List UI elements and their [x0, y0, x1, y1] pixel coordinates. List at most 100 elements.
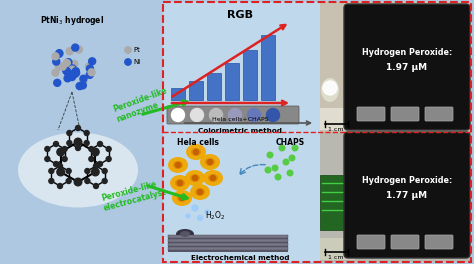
Bar — [168, 247, 288, 250]
Text: Peroxide-like
nanozyme: Peroxide-like nanozyme — [112, 86, 172, 124]
Ellipse shape — [191, 148, 201, 156]
Circle shape — [54, 79, 61, 86]
FancyBboxPatch shape — [425, 235, 453, 249]
Text: Pt: Pt — [133, 47, 140, 53]
Circle shape — [56, 50, 63, 57]
FancyBboxPatch shape — [391, 235, 419, 249]
Circle shape — [180, 196, 184, 200]
Text: Ni: Ni — [133, 59, 140, 65]
Circle shape — [55, 50, 63, 57]
Text: RGB: RGB — [227, 10, 253, 20]
Circle shape — [67, 67, 74, 73]
Ellipse shape — [186, 144, 206, 160]
Circle shape — [67, 130, 72, 135]
Ellipse shape — [208, 174, 218, 182]
Circle shape — [67, 140, 72, 145]
Circle shape — [186, 214, 190, 218]
FancyBboxPatch shape — [344, 132, 470, 258]
Circle shape — [66, 65, 73, 73]
Circle shape — [279, 145, 285, 151]
Text: Hydrogen Peroxide:: Hydrogen Peroxide: — [362, 48, 452, 57]
Bar — [261, 35, 275, 100]
Ellipse shape — [200, 154, 220, 170]
Circle shape — [89, 58, 96, 65]
Circle shape — [172, 109, 184, 121]
Circle shape — [57, 168, 64, 176]
Ellipse shape — [172, 190, 192, 206]
Circle shape — [69, 65, 76, 72]
Text: 1 cm: 1 cm — [328, 127, 344, 132]
Ellipse shape — [321, 78, 339, 102]
Circle shape — [53, 58, 60, 65]
Circle shape — [55, 63, 63, 70]
Circle shape — [198, 215, 202, 220]
Circle shape — [66, 63, 73, 69]
Bar — [168, 243, 288, 246]
Circle shape — [79, 82, 86, 89]
Circle shape — [57, 148, 64, 156]
Bar — [207, 73, 221, 100]
Ellipse shape — [190, 184, 210, 200]
Circle shape — [76, 83, 83, 89]
Circle shape — [210, 176, 216, 181]
Circle shape — [66, 48, 73, 55]
Ellipse shape — [175, 179, 185, 187]
Circle shape — [64, 63, 72, 70]
Circle shape — [68, 64, 75, 71]
Bar — [320, 2, 470, 132]
Circle shape — [66, 71, 73, 78]
Circle shape — [54, 162, 58, 167]
Text: 1 cm: 1 cm — [328, 255, 344, 260]
Text: Hydrogen Peroxide:: Hydrogen Peroxide: — [362, 176, 452, 185]
Circle shape — [192, 205, 198, 211]
Text: Colorimetric method: Colorimetric method — [198, 128, 282, 134]
Bar — [171, 87, 185, 100]
Circle shape — [71, 70, 78, 78]
Circle shape — [283, 159, 289, 165]
Circle shape — [57, 163, 63, 168]
Bar — [168, 246, 288, 248]
Bar — [320, 108, 355, 130]
Bar — [168, 238, 288, 239]
Circle shape — [64, 69, 72, 76]
Circle shape — [85, 168, 90, 173]
Circle shape — [45, 157, 50, 162]
Text: 1.77 μM: 1.77 μM — [386, 191, 428, 200]
Circle shape — [98, 162, 102, 167]
Ellipse shape — [176, 229, 194, 239]
Circle shape — [228, 109, 241, 121]
Circle shape — [323, 81, 337, 95]
Circle shape — [125, 59, 131, 65]
Circle shape — [69, 65, 76, 72]
Circle shape — [62, 147, 67, 152]
FancyBboxPatch shape — [167, 106, 299, 124]
Circle shape — [85, 63, 92, 70]
Circle shape — [205, 210, 209, 214]
Circle shape — [88, 69, 95, 76]
Circle shape — [86, 65, 93, 72]
Circle shape — [71, 60, 78, 67]
Text: H$_2$O$_2$: H$_2$O$_2$ — [205, 210, 225, 223]
Circle shape — [125, 47, 131, 53]
Circle shape — [292, 145, 298, 151]
Circle shape — [65, 62, 73, 69]
Text: PtNi$_3$ hydrogel: PtNi$_3$ hydrogel — [40, 14, 104, 27]
FancyBboxPatch shape — [391, 107, 419, 121]
Circle shape — [52, 53, 59, 60]
Ellipse shape — [173, 161, 183, 169]
Text: Hela cells: Hela cells — [177, 138, 219, 147]
Circle shape — [73, 69, 80, 77]
Text: Hela cells+CHAPS: Hela cells+CHAPS — [212, 117, 268, 122]
Bar — [243, 50, 257, 100]
Circle shape — [84, 130, 89, 135]
Circle shape — [106, 157, 111, 162]
Text: Electrochemical method: Electrochemical method — [191, 255, 289, 261]
FancyBboxPatch shape — [344, 4, 470, 130]
Bar — [320, 175, 350, 230]
Circle shape — [86, 71, 93, 78]
Circle shape — [89, 147, 94, 152]
Circle shape — [85, 178, 90, 183]
Circle shape — [75, 145, 81, 150]
Circle shape — [91, 148, 99, 156]
Circle shape — [62, 157, 67, 162]
